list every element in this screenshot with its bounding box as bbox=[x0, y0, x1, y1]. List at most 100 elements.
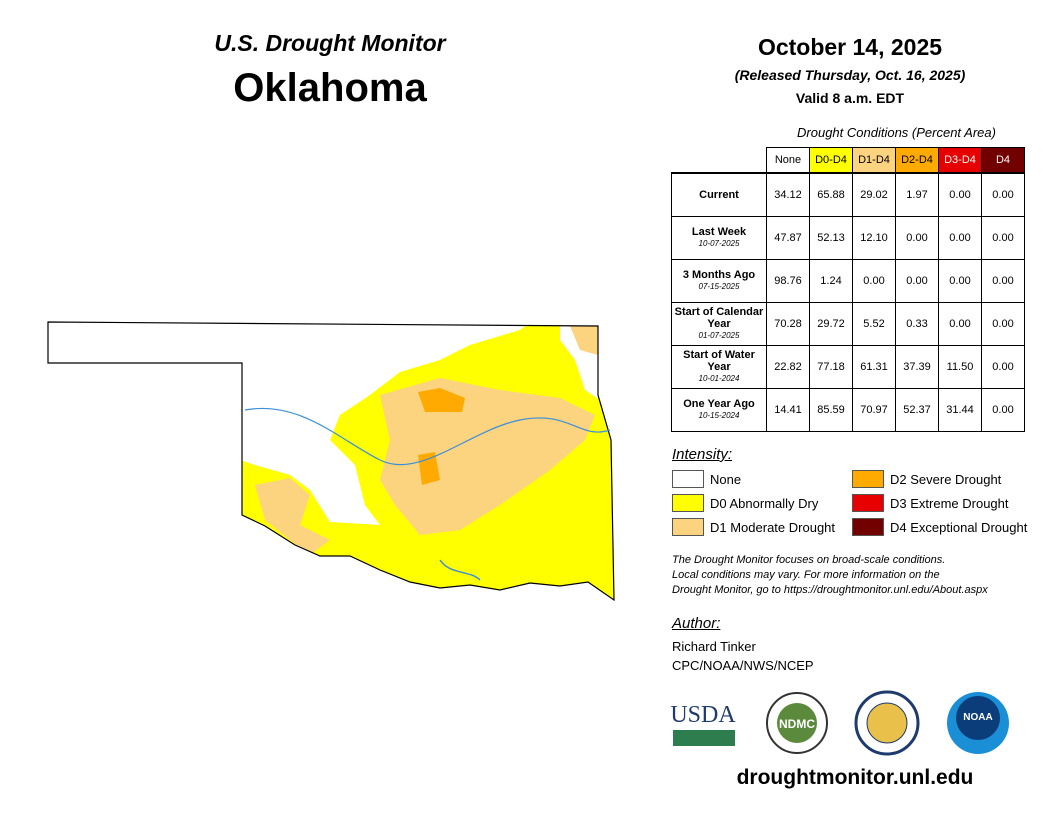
date: October 14, 2025 bbox=[757, 34, 943, 60]
cell: 98.76 bbox=[766, 259, 810, 303]
legend-item: D0 Abnormally Dry bbox=[672, 494, 818, 512]
cell: 0.00 bbox=[938, 172, 982, 217]
cell: 22.82 bbox=[766, 345, 810, 389]
cell: 52.13 bbox=[809, 216, 853, 260]
cell: 70.97 bbox=[852, 388, 896, 432]
table-row: Current 34.12 65.88 29.02 1.97 0.00 0.00 bbox=[671, 172, 1025, 217]
cell: 0.00 bbox=[938, 216, 982, 260]
corner bbox=[672, 148, 767, 174]
legend-label: D3 Extreme Drought bbox=[890, 495, 1009, 511]
cell: 0.00 bbox=[852, 259, 896, 303]
valid: Valid 8 a.m. EDT bbox=[795, 90, 905, 106]
row-label: Start of Water Year 10-01-2024 bbox=[671, 345, 767, 389]
row-label-text: Current bbox=[699, 189, 739, 201]
legend-label: D2 Severe Drought bbox=[890, 471, 1002, 487]
column-header: None bbox=[766, 147, 810, 174]
column-header: D1-D4 bbox=[852, 147, 896, 174]
table-row: Start of Calendar Year 01-07-2025 70.28 29.… bbox=[671, 302, 1025, 346]
cell: 0.00 bbox=[981, 172, 1025, 217]
legend-swatch bbox=[852, 518, 884, 536]
legend-label: D1 Moderate Drought bbox=[710, 519, 836, 535]
legend-label: D0 Abnormally Dry bbox=[710, 495, 819, 511]
row-label: 3 Months Ago 07-15-2025 bbox=[671, 259, 767, 303]
logos: USDA NDMC NOAA bbox=[670, 690, 1009, 756]
legend-label: None bbox=[710, 471, 742, 487]
legend-label: D4 Exceptional Drought bbox=[890, 519, 1028, 535]
cell: 0.00 bbox=[981, 302, 1025, 346]
cell: 29.72 bbox=[809, 302, 853, 346]
legend-item: D4 Exceptional Drought bbox=[852, 518, 1027, 536]
table-row: Start of Water Year 10-01-2024 22.82 77.18 6… bbox=[671, 345, 1025, 389]
logo-usda: USDA bbox=[670, 702, 736, 728]
row-label: Start of Calendar Year 01-07-2025 bbox=[671, 302, 767, 346]
cell: 1.97 bbox=[895, 172, 939, 217]
note-line: Local conditions may vary. For more info… bbox=[672, 569, 940, 581]
cell: 29.02 bbox=[852, 172, 896, 217]
cell: 0.00 bbox=[895, 259, 939, 303]
legend-item: D3 Extreme Drought bbox=[852, 494, 1009, 512]
note-line: Drought Monitor, go to https://droughtmo… bbox=[672, 584, 988, 596]
legend-swatch bbox=[852, 494, 884, 512]
row-date: 07-15-2025 bbox=[698, 282, 740, 291]
row-date: 10-15-2024 bbox=[698, 411, 740, 420]
legend-swatch bbox=[672, 470, 704, 488]
cell: 0.00 bbox=[981, 345, 1025, 389]
author-title: Author: bbox=[672, 615, 721, 632]
note-line: The Drought Monitor focuses on broad-sca… bbox=[672, 554, 946, 566]
released: (Released Thursday, Oct. 16, 2025) bbox=[734, 67, 966, 83]
cell: 0.00 bbox=[895, 216, 939, 260]
row-date: 10-01-2024 bbox=[698, 374, 740, 383]
cell: 65.88 bbox=[809, 172, 853, 217]
row-date: 10-07-2025 bbox=[698, 239, 740, 248]
cell: 14.41 bbox=[766, 388, 810, 432]
row-label-text: Last Week bbox=[691, 226, 747, 238]
author-line: CPC/NOAA/NWS/NCEP bbox=[672, 658, 814, 673]
cell: 1.24 bbox=[809, 259, 853, 303]
cell: 85.59 bbox=[809, 388, 853, 432]
note: The Drought Monitor focuses on broad-sca… bbox=[672, 553, 988, 598]
table-row: Last Week 10-07-2025 47.87 52.13 12.10 0.00 0.… bbox=[671, 216, 1025, 260]
logo-noaa: NOAA bbox=[963, 712, 992, 723]
author-line: Richard Tinker bbox=[672, 639, 756, 654]
row-label-text: Start of Water Year bbox=[683, 349, 755, 373]
column-header: D0-D4 bbox=[809, 147, 853, 174]
cell: 37.39 bbox=[895, 345, 939, 389]
cell: 5.52 bbox=[852, 302, 896, 346]
footer-url: droughtmonitor.unl.edu bbox=[736, 766, 974, 789]
cell: 12.10 bbox=[852, 216, 896, 260]
row-label: Last Week 10-07-2025 bbox=[671, 216, 767, 260]
row-label: Current bbox=[671, 172, 767, 217]
legend-item: D2 Severe Drought bbox=[852, 470, 1001, 488]
legend-item: D1 Moderate Drought bbox=[672, 518, 835, 536]
cell: 52.37 bbox=[895, 388, 939, 432]
table-row: 3 Months Ago 07-15-2025 98.76 1.24 0.00 0.00 0… bbox=[671, 259, 1025, 303]
row-label-text: One Year Ago bbox=[683, 398, 755, 410]
cell: 34.12 bbox=[766, 172, 810, 217]
header-row: None D0-D4 D1-D4 D2-D4 D3-D4 D4 bbox=[672, 147, 1025, 174]
cell: 0.00 bbox=[981, 388, 1025, 432]
column-header: D2-D4 bbox=[895, 147, 939, 174]
legend-swatch bbox=[852, 470, 884, 488]
stats-table: None D0-D4 D1-D4 D2-D4 D3-D4 D4 Current 34.12 65… bbox=[671, 147, 1025, 432]
row-label-text: Start of Calendar Year bbox=[674, 306, 764, 330]
cell: 47.87 bbox=[766, 216, 810, 260]
row-date: 01-07-2025 bbox=[698, 331, 740, 340]
legend-swatch bbox=[672, 518, 704, 536]
map bbox=[47, 321, 615, 602]
cell: 11.50 bbox=[938, 345, 982, 389]
column-header: D4 bbox=[981, 147, 1025, 174]
logo-ndmc: NDMC bbox=[779, 717, 815, 731]
legend-title: Intensity: bbox=[672, 446, 733, 463]
cell: 70.28 bbox=[766, 302, 810, 346]
cell: 0.00 bbox=[981, 216, 1025, 260]
cell: 77.18 bbox=[809, 345, 853, 389]
title: Oklahoma bbox=[233, 66, 427, 110]
cell: 0.00 bbox=[938, 302, 982, 346]
column-header: D3-D4 bbox=[938, 147, 982, 174]
cell: 31.44 bbox=[938, 388, 982, 432]
table-row: One Year Ago 10-15-2024 14.41 85.59 70.97 52.… bbox=[671, 388, 1025, 432]
row-label: One Year Ago 10-15-2024 bbox=[671, 388, 767, 432]
cell: 0.00 bbox=[981, 259, 1025, 303]
legend-swatch bbox=[672, 494, 704, 512]
